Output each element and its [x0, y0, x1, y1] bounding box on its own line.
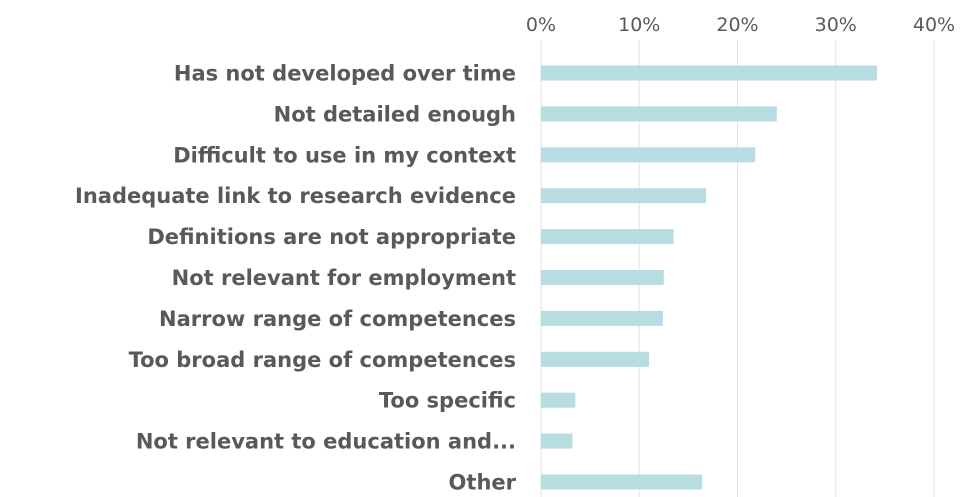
bar [541, 65, 878, 81]
x-tick-label: 0% [526, 14, 556, 36]
category-label: Not relevant to education and... [136, 430, 516, 454]
bar [541, 310, 663, 326]
category-label: Not relevant for employment [172, 266, 516, 290]
bar [541, 351, 650, 367]
category-label: Definitions are not appropriate [147, 225, 516, 249]
category-label: Not detailed enough [274, 102, 516, 126]
bar [541, 188, 707, 204]
x-tick-label: 40% [913, 14, 955, 36]
x-axis-ticks: 0% 10% 20% 30% 40% [526, 14, 955, 36]
bar [541, 392, 576, 408]
x-tick-label: 30% [815, 14, 857, 36]
category-label: Too broad range of competences [129, 348, 516, 372]
category-label: Other [449, 471, 517, 495]
x-tick-label: 10% [618, 14, 660, 36]
category-label: Inadequate link to research evidence [75, 184, 516, 208]
bar [541, 147, 756, 163]
bar [541, 270, 664, 285]
bar [541, 229, 674, 245]
category-label: Too specific [379, 389, 516, 413]
bar [541, 106, 777, 122]
category-label: Narrow range of competences [159, 307, 516, 331]
x-tick-label: 20% [716, 14, 758, 36]
bar [541, 433, 573, 449]
category-label: Has not developed over time [174, 62, 516, 86]
category-labels: Has not developed over time Not detailed … [75, 62, 517, 495]
category-label: Difficult to use in my context [173, 143, 516, 167]
bars [541, 65, 878, 490]
bar [541, 474, 703, 490]
